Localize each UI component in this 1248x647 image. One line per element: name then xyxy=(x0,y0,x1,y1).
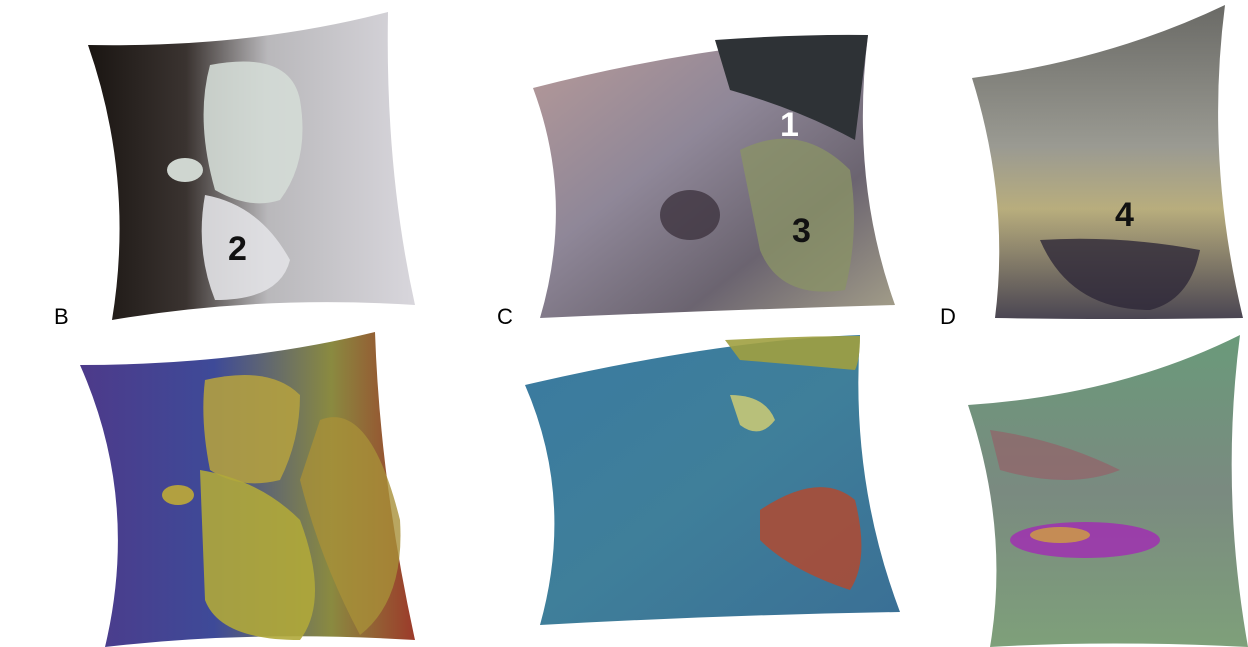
image-d-bottom xyxy=(968,335,1248,647)
image-d-top xyxy=(972,5,1243,319)
panel-label: C xyxy=(497,304,513,329)
panel-label: D xyxy=(940,304,956,329)
annotation: 4 xyxy=(1115,196,1134,234)
image-c-bottom xyxy=(525,335,900,625)
annotation: 2 xyxy=(228,230,247,268)
image-c-top xyxy=(533,34,895,318)
image-b-bottom xyxy=(80,332,415,647)
panel-label: B xyxy=(54,304,69,329)
annotation: 1 xyxy=(780,106,799,144)
image-b-top xyxy=(88,12,415,320)
annotation: 3 xyxy=(792,212,811,250)
